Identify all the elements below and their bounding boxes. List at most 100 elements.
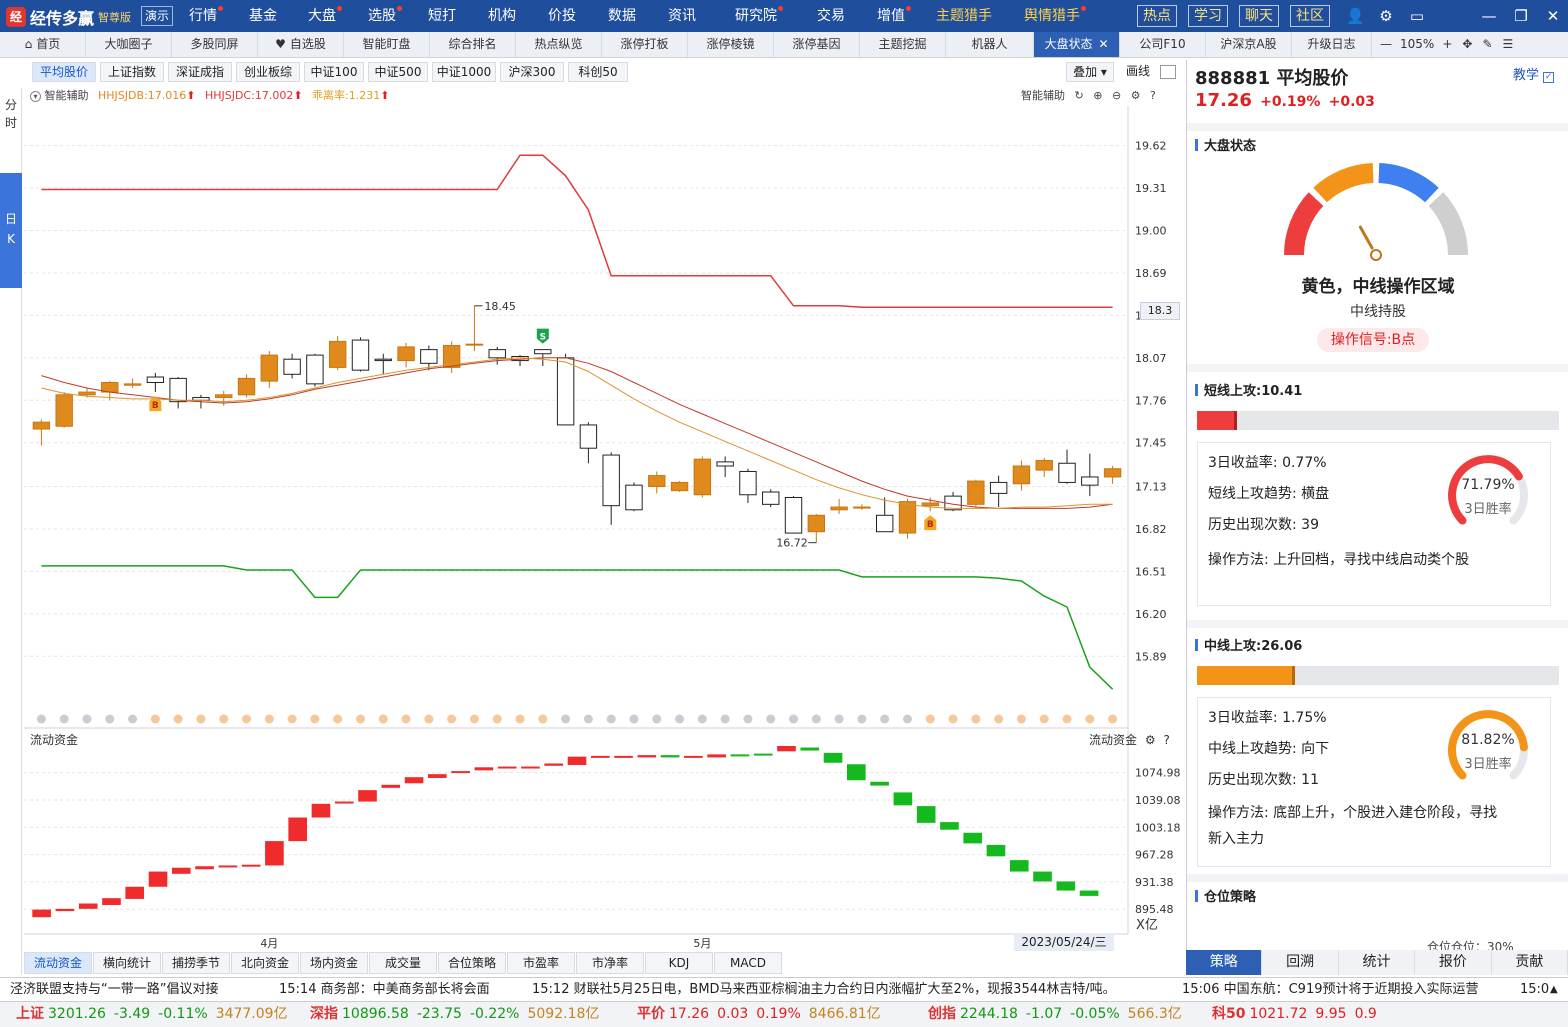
tab-6[interactable]: 综合排名: [430, 32, 516, 57]
tab-16[interactable]: 升级日志: [1292, 32, 1372, 57]
menu-1[interactable]: 行情: [189, 0, 223, 32]
top-button-3[interactable]: 聊天: [1239, 5, 1279, 27]
zoom-in-icon[interactable]: +: [1442, 37, 1453, 51]
add-icon[interactable]: ⊕: [1093, 89, 1103, 102]
edit-icon[interactable]: ✎: [1482, 37, 1493, 51]
help-icon[interactable]: ?: [1163, 733, 1170, 747]
user-icon[interactable]: 👤: [1346, 7, 1365, 25]
tab-5[interactable]: 智能盯盘: [344, 32, 430, 57]
layout-icon[interactable]: ▭: [1409, 7, 1425, 25]
bottom-tab-7[interactable]: 合位策略: [438, 952, 506, 974]
gear-icon[interactable]: ⚙: [1144, 733, 1156, 747]
bottom-tab-5[interactable]: 场内资金: [300, 952, 368, 974]
right-tab-3[interactable]: 统计: [1338, 950, 1416, 975]
bottom-tab-10[interactable]: KDJ: [645, 952, 713, 974]
index-quote[interactable]: 平价 17.26 0.03 0.19% 8466.81亿: [637, 1002, 881, 1027]
pin-icon[interactable]: ✥: [1462, 37, 1473, 51]
menu-5[interactable]: 短打: [428, 8, 456, 24]
teach-link[interactable]: 教学 ✓: [1513, 64, 1555, 83]
bottom-tab-1[interactable]: 流动资金: [24, 952, 92, 974]
demo-button[interactable]: 演示: [141, 6, 174, 26]
index-button-1[interactable]: 平均股价: [32, 62, 96, 82]
right-tab-2[interactable]: 回溯: [1262, 950, 1339, 975]
index-button-7[interactable]: 中证1000: [432, 62, 496, 82]
top-button-2[interactable]: 学习: [1188, 5, 1228, 27]
ticker-nav-icon[interactable]: ▲: [1550, 984, 1558, 995]
index-button-9[interactable]: 科创50: [568, 62, 628, 82]
index-quote[interactable]: 科50 1021.72 9.95 0.9: [1212, 1002, 1377, 1027]
menu-11[interactable]: 交易: [817, 8, 845, 24]
tab-9[interactable]: 涨停棱镜: [688, 32, 774, 57]
tab-14[interactable]: 公司F10: [1120, 32, 1206, 57]
menu-14[interactable]: 舆情猎手: [1024, 0, 1086, 32]
restore-icon[interactable]: ❐: [1514, 7, 1528, 25]
news-item[interactable]: 15:0: [1520, 982, 1550, 997]
tab-menu-icon[interactable]: ☰: [1502, 37, 1514, 51]
index-button-4[interactable]: 创业板综: [236, 62, 300, 82]
menu-2[interactable]: 基金: [249, 8, 277, 24]
tab-7[interactable]: 热点纵览: [516, 32, 602, 57]
menu-6[interactable]: 机构: [488, 8, 516, 24]
remove-icon[interactable]: ⊖: [1111, 89, 1122, 102]
bottom-tab-8[interactable]: 市盈率: [507, 952, 575, 974]
bottom-tab-9[interactable]: 市净率: [576, 952, 644, 974]
news-item[interactable]: 15:14 商务部：中美商务部长将会面: [279, 982, 490, 997]
index-button-6[interactable]: 中证500: [368, 62, 428, 82]
tab-3[interactable]: 多股同屏: [172, 32, 258, 57]
tab-intraday[interactable]: 分时: [0, 88, 22, 172]
overlay-dropdown[interactable]: 叠加 ▾: [1066, 62, 1114, 82]
bottom-tab-4[interactable]: 北向资金: [231, 952, 299, 974]
menu-7[interactable]: 价投: [548, 8, 576, 24]
index-button-5[interactable]: 中证100: [304, 62, 364, 82]
news-item[interactable]: 15:06 中国东航：C919预计将于近期投入实际运营: [1182, 982, 1479, 997]
minimize-icon[interactable]: —: [1481, 7, 1497, 25]
collapse-icon[interactable]: ▾: [30, 91, 41, 102]
gear-icon[interactable]: ⚙: [1130, 89, 1141, 102]
right-tab-5[interactable]: 贡献: [1491, 950, 1568, 975]
index-quote[interactable]: 深指 10896.58 -23.75 -0.22% 5092.18亿: [310, 1002, 599, 1027]
close-icon[interactable]: ✕: [1098, 37, 1109, 51]
help-icon[interactable]: ?: [1150, 89, 1156, 102]
tab-4[interactable]: ♥ 自选股: [258, 32, 344, 57]
tab-8[interactable]: 涨停打板: [602, 32, 688, 57]
tab-12[interactable]: 机器人: [946, 32, 1034, 57]
index-quote[interactable]: 创指 2244.18 -1.07 -0.05% 566.3亿: [928, 1002, 1182, 1027]
draw-line-button[interactable]: 画线: [1125, 64, 1150, 78]
expand-icon[interactable]: [1160, 65, 1176, 79]
menu-10[interactable]: 研究院: [735, 0, 783, 32]
news-ticker[interactable]: 泾济联盟支持与“一带一路”倡议对接 15:14 商务部：中美商务部长将会面 15:1…: [0, 977, 1568, 1001]
gear-icon[interactable]: ⚙: [1379, 7, 1393, 25]
menu-4[interactable]: 选股: [368, 0, 402, 32]
menu-9[interactable]: 资讯: [668, 8, 696, 24]
news-item[interactable]: 泾济联盟支持与“一带一路”倡议对接: [10, 982, 219, 997]
zoom-out-icon[interactable]: —: [1380, 37, 1392, 51]
top-button-4[interactable]: 社区: [1290, 5, 1330, 27]
menu-8[interactable]: 数据: [608, 8, 636, 24]
index-button-2[interactable]: 上证指数: [100, 62, 164, 82]
top-button-1[interactable]: 热点: [1137, 5, 1177, 27]
menu-13[interactable]: 主题猎手: [936, 8, 992, 24]
tab-daily-k[interactable]: 日K: [0, 173, 22, 288]
tab-13[interactable]: 大盘状态 ✕: [1034, 32, 1120, 57]
index-quote[interactable]: 上证 3201.26 -3.49 -0.11% 3477.09亿: [16, 1002, 288, 1027]
index-button-3[interactable]: 深证成指: [168, 62, 232, 82]
index-button-8[interactable]: 沪深300: [500, 62, 564, 82]
tab-1[interactable]: ⌂ 首页: [0, 32, 86, 57]
news-item[interactable]: 15:12 财联社5月25日电，BMD马来西亚棕榈油主力合约日内涨幅扩大至2%，…: [532, 982, 1116, 997]
menu-12[interactable]: 增值: [877, 0, 911, 32]
tab-15[interactable]: 沪深京A股: [1206, 32, 1292, 57]
close-icon[interactable]: ✕: [1546, 7, 1560, 25]
tab-11[interactable]: 主题挖掘: [860, 32, 946, 57]
bottom-tab-2[interactable]: 横向统计: [93, 952, 161, 974]
right-tab-1[interactable]: 策略: [1186, 950, 1263, 975]
menu-3[interactable]: 大盘: [308, 0, 342, 32]
right-tab-4[interactable]: 报价: [1415, 950, 1492, 975]
tab-2[interactable]: 大咖圈子: [86, 32, 172, 57]
tab-10[interactable]: 涨停基因: [774, 32, 860, 57]
bottom-tab-11[interactable]: MACD: [714, 952, 782, 974]
candle-body: [602, 454, 620, 507]
refresh-icon[interactable]: ↻: [1074, 89, 1084, 102]
bottom-tab-6[interactable]: 成交量: [369, 952, 437, 974]
bottom-tab-3[interactable]: 捕捞季节: [162, 952, 230, 974]
